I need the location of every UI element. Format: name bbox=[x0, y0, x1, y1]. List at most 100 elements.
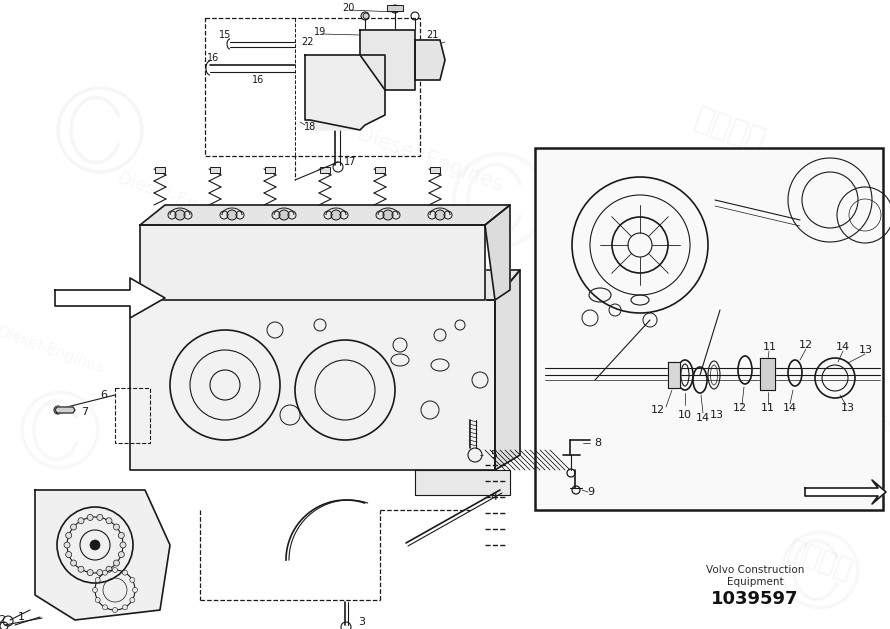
Circle shape bbox=[123, 605, 127, 610]
Text: 19: 19 bbox=[314, 27, 326, 37]
Circle shape bbox=[102, 570, 108, 575]
Circle shape bbox=[93, 587, 98, 593]
Circle shape bbox=[112, 608, 117, 613]
Circle shape bbox=[175, 210, 185, 220]
Circle shape bbox=[87, 570, 93, 576]
Text: 13: 13 bbox=[859, 345, 873, 355]
Text: 紫发动力: 紫发动力 bbox=[573, 420, 667, 481]
Circle shape bbox=[435, 210, 445, 220]
Circle shape bbox=[118, 552, 125, 557]
Text: 17: 17 bbox=[344, 157, 356, 167]
Circle shape bbox=[331, 210, 341, 220]
Text: 14: 14 bbox=[696, 413, 710, 423]
Circle shape bbox=[66, 532, 72, 538]
Text: Diesel-Engines: Diesel-Engines bbox=[0, 323, 106, 376]
Circle shape bbox=[95, 577, 101, 582]
Polygon shape bbox=[140, 225, 485, 300]
Text: 紫发动力: 紫发动力 bbox=[255, 383, 364, 457]
Text: 13: 13 bbox=[841, 403, 855, 413]
Circle shape bbox=[97, 570, 103, 576]
Polygon shape bbox=[360, 30, 415, 90]
Text: 7: 7 bbox=[81, 407, 88, 417]
Text: 20: 20 bbox=[342, 3, 354, 13]
Polygon shape bbox=[805, 480, 886, 504]
Polygon shape bbox=[668, 362, 680, 388]
Polygon shape bbox=[55, 407, 75, 413]
Bar bbox=[265, 167, 275, 173]
Bar bbox=[205, 18, 420, 156]
Circle shape bbox=[130, 598, 134, 603]
Text: 6: 6 bbox=[100, 390, 107, 400]
Circle shape bbox=[78, 518, 84, 524]
Polygon shape bbox=[495, 270, 520, 470]
Circle shape bbox=[279, 210, 289, 220]
Bar bbox=[155, 167, 165, 173]
Text: 12: 12 bbox=[733, 403, 747, 413]
Text: Diesel-Engines: Diesel-Engines bbox=[354, 125, 506, 196]
Circle shape bbox=[120, 542, 126, 548]
Circle shape bbox=[363, 13, 369, 19]
Text: 22: 22 bbox=[302, 37, 314, 47]
Text: 1: 1 bbox=[18, 612, 25, 622]
Circle shape bbox=[66, 552, 72, 557]
Circle shape bbox=[133, 587, 137, 593]
Polygon shape bbox=[415, 470, 510, 495]
Text: 2: 2 bbox=[0, 615, 5, 625]
Text: 4: 4 bbox=[490, 492, 498, 502]
Circle shape bbox=[106, 518, 112, 524]
Bar bbox=[430, 167, 440, 173]
Text: Diesel-Engines: Diesel-Engines bbox=[114, 169, 246, 231]
Text: 14: 14 bbox=[836, 342, 850, 352]
Circle shape bbox=[130, 577, 134, 582]
Bar bbox=[320, 167, 330, 173]
Text: 11: 11 bbox=[761, 403, 775, 413]
Polygon shape bbox=[140, 205, 510, 225]
Circle shape bbox=[113, 560, 119, 566]
Polygon shape bbox=[760, 358, 775, 390]
Text: Diesel-Engines: Diesel-Engines bbox=[780, 381, 890, 440]
Text: 5: 5 bbox=[490, 450, 497, 460]
Circle shape bbox=[113, 524, 119, 530]
Bar bbox=[375, 167, 385, 173]
Polygon shape bbox=[55, 278, 165, 318]
Text: 16: 16 bbox=[206, 53, 219, 63]
Polygon shape bbox=[485, 205, 510, 300]
Text: 1039597: 1039597 bbox=[711, 590, 798, 608]
Circle shape bbox=[97, 515, 103, 520]
Text: 8: 8 bbox=[595, 438, 602, 448]
Text: Diesel-Engines: Diesel-Engines bbox=[635, 259, 765, 321]
Text: 紫发动力: 紫发动力 bbox=[784, 535, 856, 584]
Text: 12: 12 bbox=[799, 340, 813, 350]
Circle shape bbox=[118, 532, 125, 538]
Text: Equipment: Equipment bbox=[727, 577, 783, 587]
Circle shape bbox=[383, 210, 393, 220]
Polygon shape bbox=[305, 55, 385, 130]
Circle shape bbox=[70, 524, 77, 530]
Polygon shape bbox=[130, 270, 520, 300]
Circle shape bbox=[70, 560, 77, 566]
Text: 21: 21 bbox=[425, 30, 438, 40]
Circle shape bbox=[227, 210, 237, 220]
Text: 18: 18 bbox=[303, 122, 316, 132]
Text: 3: 3 bbox=[358, 617, 365, 627]
Circle shape bbox=[87, 515, 93, 520]
Text: 10: 10 bbox=[678, 410, 692, 420]
Text: 13: 13 bbox=[710, 410, 724, 420]
Circle shape bbox=[106, 566, 112, 572]
Circle shape bbox=[90, 540, 100, 550]
Text: 9: 9 bbox=[587, 487, 595, 497]
Text: 11: 11 bbox=[763, 342, 777, 352]
Bar bbox=[387, 5, 403, 11]
Circle shape bbox=[64, 542, 70, 548]
Circle shape bbox=[78, 566, 84, 572]
Text: 15: 15 bbox=[219, 30, 231, 40]
Circle shape bbox=[123, 570, 127, 575]
Bar bbox=[115, 388, 150, 443]
Polygon shape bbox=[35, 490, 170, 620]
Circle shape bbox=[112, 567, 117, 572]
Circle shape bbox=[102, 605, 108, 610]
Text: Volvo Construction: Volvo Construction bbox=[706, 565, 805, 575]
Polygon shape bbox=[130, 300, 495, 470]
Circle shape bbox=[95, 598, 101, 603]
Text: 16: 16 bbox=[252, 75, 264, 85]
